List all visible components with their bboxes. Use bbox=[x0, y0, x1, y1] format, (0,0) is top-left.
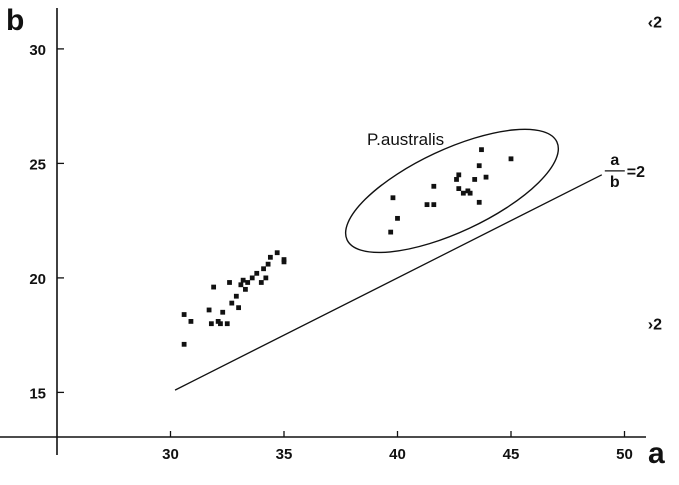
y-tick-label: 25 bbox=[29, 156, 46, 173]
data-point bbox=[479, 147, 484, 153]
data-point bbox=[258, 280, 264, 285]
data-point bbox=[476, 163, 482, 169]
x-tick-label: 45 bbox=[503, 446, 520, 463]
ratio-denominator: b bbox=[610, 174, 620, 191]
data-point bbox=[431, 183, 437, 189]
data-point bbox=[472, 177, 478, 182]
x-tick-label: 35 bbox=[276, 446, 293, 463]
data-point bbox=[245, 280, 251, 285]
y-tick-label: 30 bbox=[29, 42, 46, 59]
data-point bbox=[208, 321, 214, 327]
x-axis-letter: a bbox=[648, 437, 665, 470]
group-ellipse-layer: P.australis bbox=[344, 128, 560, 254]
axes bbox=[0, 8, 646, 455]
data-point bbox=[206, 307, 212, 313]
data-point bbox=[483, 174, 489, 180]
y-axis-letter: b bbox=[6, 4, 24, 37]
ratio-numerator: a bbox=[610, 152, 619, 169]
reference-line bbox=[174, 174, 603, 391]
data-point bbox=[181, 341, 187, 347]
data-points bbox=[181, 147, 514, 347]
data-point bbox=[456, 172, 462, 178]
region-label: ›2 bbox=[648, 317, 662, 334]
data-point bbox=[265, 261, 271, 267]
y-tick-label: 20 bbox=[29, 271, 46, 288]
data-point bbox=[460, 190, 466, 196]
data-point bbox=[224, 321, 230, 327]
data-point bbox=[236, 305, 241, 311]
data-point bbox=[229, 300, 235, 306]
data-point bbox=[431, 202, 437, 208]
data-point bbox=[233, 293, 239, 299]
x-tick-label: 30 bbox=[162, 446, 179, 463]
group-ellipse bbox=[344, 128, 560, 254]
data-point bbox=[254, 270, 260, 276]
data-point bbox=[388, 229, 394, 235]
ticks: 30 35 40 45 50 15 20 25 30 bbox=[29, 42, 633, 463]
data-point bbox=[249, 275, 255, 281]
data-point bbox=[281, 257, 287, 262]
data-point bbox=[263, 275, 269, 281]
data-point bbox=[211, 284, 217, 290]
data-point bbox=[243, 286, 248, 292]
reference-line-group: ab =2 ‹2 ›2 bbox=[174, 14, 662, 391]
data-point bbox=[227, 280, 232, 285]
group-label: P.australis bbox=[367, 130, 444, 149]
y-tick-label: 15 bbox=[29, 385, 46, 402]
region-label: ‹2 bbox=[648, 14, 662, 31]
ratio-equals-label: =2 bbox=[627, 164, 645, 181]
x-tick-label: 50 bbox=[616, 446, 633, 463]
x-tick-label: 40 bbox=[389, 446, 406, 463]
data-point bbox=[220, 309, 226, 315]
data-point bbox=[181, 312, 187, 317]
data-point bbox=[238, 282, 244, 288]
data-point bbox=[476, 199, 482, 205]
data-point bbox=[274, 250, 280, 256]
data-point bbox=[188, 319, 194, 324]
data-point bbox=[424, 202, 430, 208]
data-point bbox=[390, 195, 396, 201]
data-point bbox=[454, 177, 459, 182]
data-point bbox=[261, 266, 266, 272]
data-point bbox=[456, 186, 462, 191]
data-point bbox=[395, 215, 400, 221]
data-point bbox=[240, 277, 246, 283]
data-point bbox=[215, 319, 221, 324]
data-point bbox=[467, 190, 473, 196]
data-point bbox=[267, 254, 273, 260]
data-point bbox=[508, 156, 514, 162]
